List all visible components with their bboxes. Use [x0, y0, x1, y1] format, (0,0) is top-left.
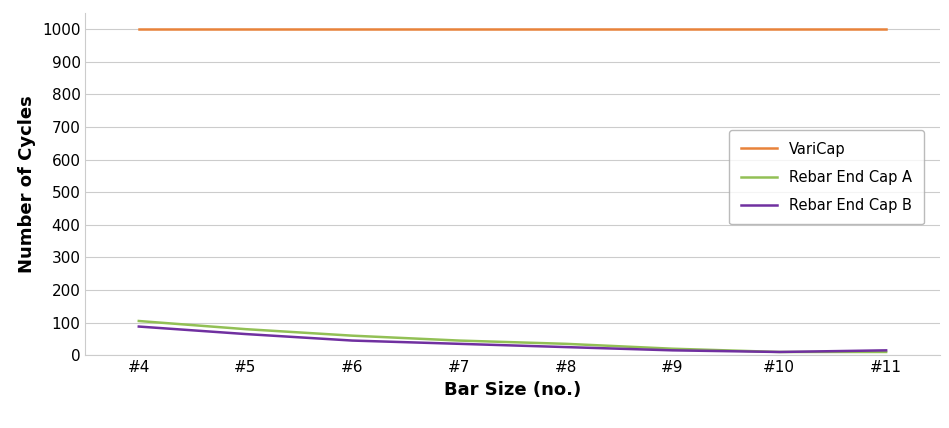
- Rebar End Cap B: [773, 349, 785, 354]
- Y-axis label: Number of Cycles: Number of Cycles: [18, 95, 36, 273]
- Rebar End Cap A: [240, 327, 251, 332]
- VariCap: [560, 27, 571, 32]
- X-axis label: Bar Size (no.): Bar Size (no.): [444, 380, 581, 398]
- Rebar End Cap A: [667, 346, 679, 351]
- Rebar End Cap A: [773, 349, 785, 354]
- VariCap: [667, 27, 679, 32]
- Rebar End Cap B: [667, 348, 679, 353]
- Rebar End Cap B: [133, 324, 144, 329]
- Rebar End Cap B: [240, 331, 251, 336]
- Rebar End Cap A: [881, 349, 892, 354]
- Rebar End Cap B: [454, 341, 465, 346]
- Rebar End Cap B: [560, 345, 571, 350]
- Line: Rebar End Cap A: Rebar End Cap A: [139, 321, 886, 352]
- Rebar End Cap A: [454, 338, 465, 343]
- Rebar End Cap A: [133, 318, 144, 324]
- Legend: VariCap, Rebar End Cap A, Rebar End Cap B: VariCap, Rebar End Cap A, Rebar End Cap …: [729, 130, 923, 224]
- VariCap: [454, 27, 465, 32]
- VariCap: [240, 27, 251, 32]
- Rebar End Cap A: [560, 341, 571, 346]
- VariCap: [881, 27, 892, 32]
- Rebar End Cap B: [346, 338, 358, 343]
- Line: Rebar End Cap B: Rebar End Cap B: [139, 327, 886, 352]
- VariCap: [133, 27, 144, 32]
- Rebar End Cap B: [881, 348, 892, 353]
- Rebar End Cap A: [346, 333, 358, 338]
- VariCap: [773, 27, 785, 32]
- VariCap: [346, 27, 358, 32]
